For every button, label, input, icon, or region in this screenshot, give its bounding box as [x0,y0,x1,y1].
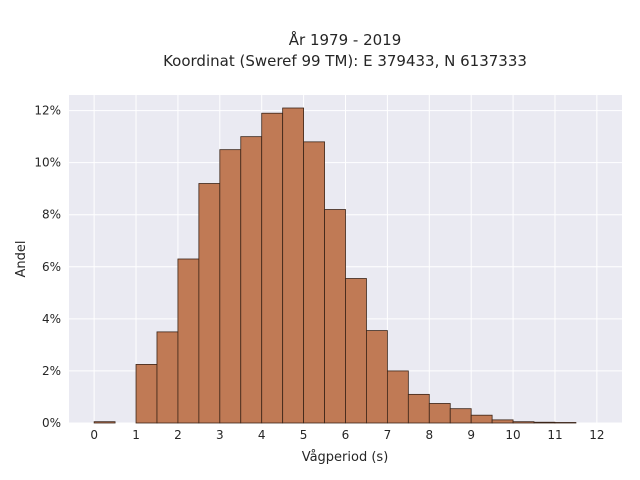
histogram-bar [198,183,221,424]
y-axis-ticks: 0% 2% 4% 6% 8% 10% 12% [34,104,61,430]
histogram-bar [303,141,325,424]
y-tick-label: 10% [34,156,61,170]
histogram-bar [512,421,535,424]
x-tick-label: 5 [300,428,308,442]
x-tick-label: 6 [342,428,350,442]
x-tick-label: 4 [258,428,266,442]
y-tick-label: 0% [42,416,61,430]
histogram-bar [282,107,305,424]
histogram-bar [491,419,514,424]
x-tick-label: 12 [589,428,604,442]
y-tick-label: 2% [42,364,61,378]
histogram-bar [240,136,263,424]
x-tick-label: 10 [505,428,520,442]
x-tick-label: 3 [216,428,224,442]
x-tick-label: 2 [174,428,182,442]
histogram-bar [533,421,556,424]
x-tick-label: 1 [132,428,140,442]
histogram-bar [449,408,472,424]
histogram-bars [93,107,577,424]
x-tick-label: 7 [384,428,392,442]
histogram-bar [93,421,116,424]
x-tick-label: 0 [90,428,98,442]
x-axis-ticks: 0 1 2 3 4 5 6 7 8 9 10 11 12 [90,428,604,442]
chart-title-line-1: År 1979 - 2019 [289,30,402,49]
histogram-bar [156,331,179,424]
histogram-bar [428,403,451,424]
histogram-bar [554,422,577,424]
histogram-bar [261,112,284,424]
histogram-bar [470,414,493,424]
x-tick-label: 11 [547,428,562,442]
histogram-bar [386,370,409,424]
y-tick-label: 6% [42,260,61,274]
histogram-bar [135,364,158,424]
y-tick-label: 4% [42,312,61,326]
y-tick-label: 12% [34,104,61,118]
histogram-bar [177,258,200,424]
chart-title-line-2: Koordinat (Sweref 99 TM): E 379433, N 61… [163,52,527,70]
x-tick-label: 8 [425,428,433,442]
histogram-bar [407,393,430,424]
histogram-bar [345,278,367,424]
x-axis-label: Vågperiod (s) [302,450,389,465]
y-axis-label: Andel [14,241,29,278]
histogram-bar [219,149,242,424]
histogram-bar [366,330,388,424]
y-tick-label: 8% [42,208,61,222]
x-tick-label: 9 [467,428,475,442]
histogram-bar [324,209,346,424]
